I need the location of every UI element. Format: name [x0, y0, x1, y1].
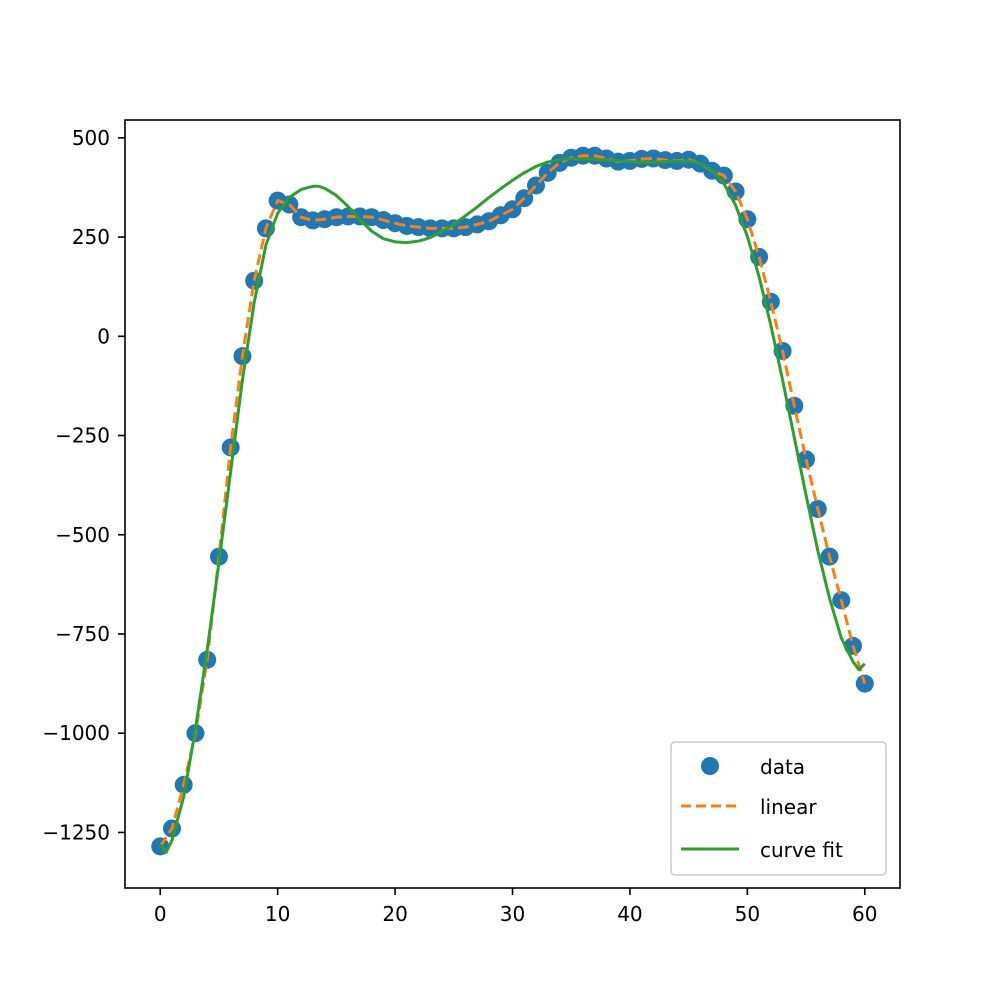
x-tick-label: 0 — [154, 902, 167, 926]
legend-label-curve-fit: curve fit — [760, 838, 843, 862]
x-tick-label: 60 — [852, 902, 877, 926]
series-line-linear — [158, 154, 867, 848]
y-tick-label: −250 — [55, 424, 110, 448]
y-tick-label: 0 — [97, 324, 110, 348]
y-axis: 500 250 0 −250 −500 −750 −1000 −1250 — [42, 126, 125, 844]
x-tick-label: 10 — [265, 902, 290, 926]
x-tick-label: 50 — [735, 902, 760, 926]
series-line-curve-fit — [159, 157, 866, 854]
y-tick-label: 500 — [72, 126, 110, 150]
y-tick-label: −1000 — [42, 721, 110, 745]
legend-marker-data — [701, 757, 719, 775]
x-tick-label: 30 — [500, 902, 525, 926]
y-tick-label: −500 — [55, 523, 110, 547]
legend-box — [670, 741, 887, 876]
legend-label-data: data — [760, 755, 805, 779]
x-tick-label: 20 — [382, 902, 407, 926]
x-tick-label: 40 — [617, 902, 642, 926]
legend-label-linear: linear — [760, 795, 817, 819]
y-tick-label: −750 — [55, 622, 110, 646]
x-axis: 0 10 20 30 40 50 60 — [154, 888, 877, 926]
y-tick-label: 250 — [72, 225, 110, 249]
legend: data linear curve fit — [670, 741, 887, 876]
plot-area — [151, 146, 874, 856]
y-tick-label: −1250 — [42, 820, 110, 844]
